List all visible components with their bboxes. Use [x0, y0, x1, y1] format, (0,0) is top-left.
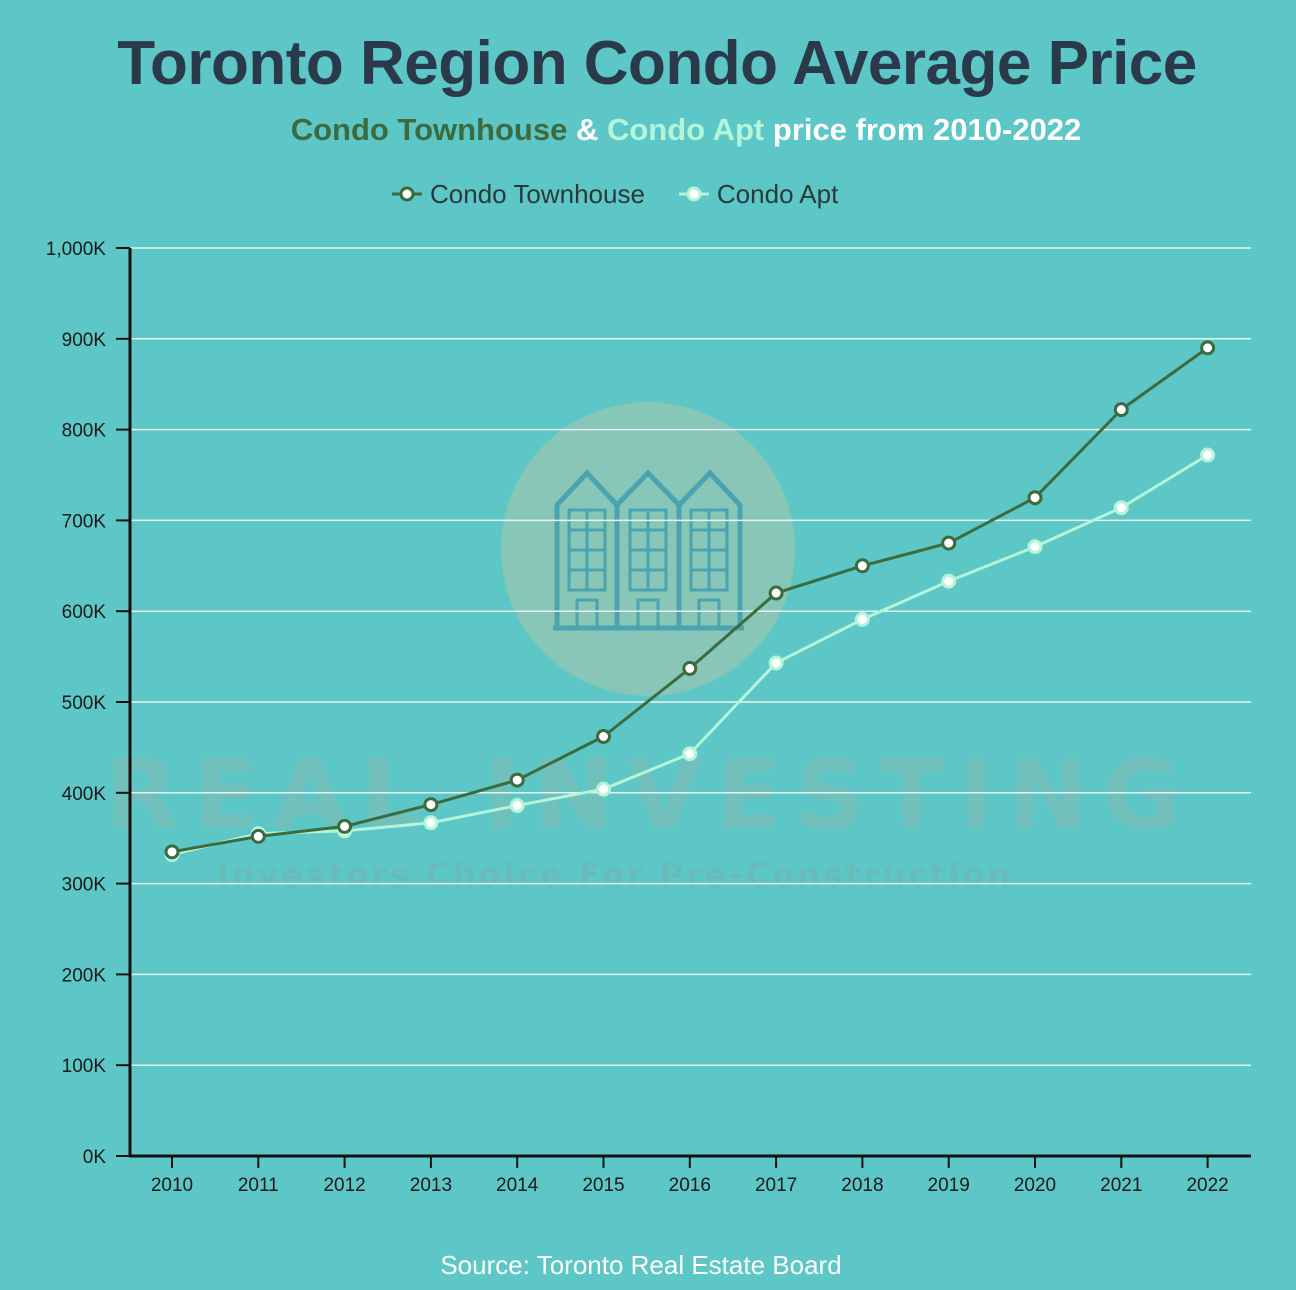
data-point-apt[interactable] [1027, 539, 1043, 555]
chart-title: Toronto Region Condo Average Price [117, 29, 1197, 98]
data-point-apt[interactable] [1200, 447, 1216, 463]
data-point-townhouse[interactable] [768, 585, 784, 601]
townhouse-building-icon [553, 469, 744, 631]
legend-label-apt: Condo Apt [716, 178, 839, 209]
data-point-townhouse[interactable] [682, 660, 698, 676]
legend-marker-apt [678, 186, 709, 202]
data-point-townhouse[interactable] [164, 844, 180, 860]
x-tick-label: 2017 [755, 1175, 797, 1196]
x-tick-label: 2014 [496, 1175, 539, 1196]
data-point-apt[interactable] [423, 815, 439, 831]
data-point-apt[interactable] [768, 655, 784, 671]
source-note: Source: Toronto Real Estate Board [440, 1250, 842, 1280]
x-tick-label: 2013 [410, 1175, 452, 1196]
x-tick-label: 2016 [669, 1175, 711, 1196]
series-layer [164, 340, 1216, 863]
data-point-townhouse[interactable] [941, 535, 957, 551]
x-tick-label: 2020 [1014, 1175, 1056, 1196]
data-point-apt[interactable] [941, 573, 957, 589]
x-tick-label: 2018 [841, 1175, 883, 1196]
x-tick-label: 2015 [582, 1175, 624, 1196]
legend: Condo Townhouse Condo Apt [392, 176, 838, 212]
data-point-townhouse[interactable] [1200, 340, 1216, 356]
y-tick-label: 900K [62, 330, 107, 351]
x-tick-label: 2010 [151, 1175, 193, 1196]
y-tick-label: 0K [83, 1147, 107, 1168]
data-point-apt[interactable] [596, 781, 611, 797]
data-point-townhouse[interactable] [854, 558, 870, 574]
data-point-townhouse[interactable] [1113, 402, 1129, 418]
x-tick-label: 2021 [1100, 1175, 1142, 1196]
x-tick-label: 2019 [928, 1175, 970, 1196]
legend-item-apt[interactable]: Condo Apt [678, 178, 839, 210]
chart-subtitle: Condo Townhouse & Condo Apt price from 2… [0, 112, 1296, 148]
y-tick-label: 800K [62, 421, 107, 442]
data-point-townhouse[interactable] [337, 818, 353, 834]
legend-item-townhouse[interactable]: Condo Townhouse [392, 179, 645, 210]
watermark-tagline: Investors Choice For Pre-Construction [217, 856, 1013, 894]
x-axis-ticks: 2010 2011 2012 2013 2014 2015 2016 2017 2018 2019… [151, 1156, 1229, 1196]
data-point-apt[interactable] [854, 611, 870, 627]
gridlines [130, 247, 1251, 1066]
x-tick-label: 2022 [1186, 1175, 1228, 1196]
y-axis-ticks: 0K 100K 200K 300K 400K 500K 600K 700K 800K 900K 1,… [46, 239, 130, 1168]
data-point-apt[interactable] [509, 798, 525, 814]
data-point-townhouse[interactable] [1027, 490, 1043, 506]
subtitle-rest: price from 2010-2022 [764, 112, 1082, 147]
y-tick-label: 200K [62, 965, 107, 986]
data-point-townhouse[interactable] [509, 772, 525, 788]
y-tick-label: 500K [62, 693, 107, 714]
y-tick-label: 1,000K [46, 239, 107, 260]
x-tick-label: 2012 [323, 1175, 365, 1196]
y-tick-label: 300K [62, 875, 107, 896]
y-tick-label: 600K [62, 602, 107, 623]
data-point-apt[interactable] [682, 746, 698, 762]
y-tick-label: 100K [62, 1056, 107, 1077]
legend-marker-townhouse [392, 186, 422, 202]
watermark: REAL INVESTING Investors Choice For Pre-… [105, 402, 1181, 894]
data-point-townhouse[interactable] [423, 797, 439, 813]
subtitle-series1: Condo Townhouse [290, 112, 568, 147]
y-tick-label: 700K [62, 511, 107, 532]
data-point-townhouse[interactable] [596, 729, 611, 745]
subtitle-series2: Condo Apt [606, 112, 765, 147]
data-point-apt[interactable] [1113, 500, 1129, 516]
y-tick-label: 400K [62, 784, 107, 805]
x-tick-label: 2011 [238, 1175, 279, 1196]
data-point-townhouse[interactable] [250, 828, 266, 844]
subtitle-amp: & [567, 112, 607, 147]
legend-label-townhouse: Condo Townhouse [430, 178, 645, 209]
